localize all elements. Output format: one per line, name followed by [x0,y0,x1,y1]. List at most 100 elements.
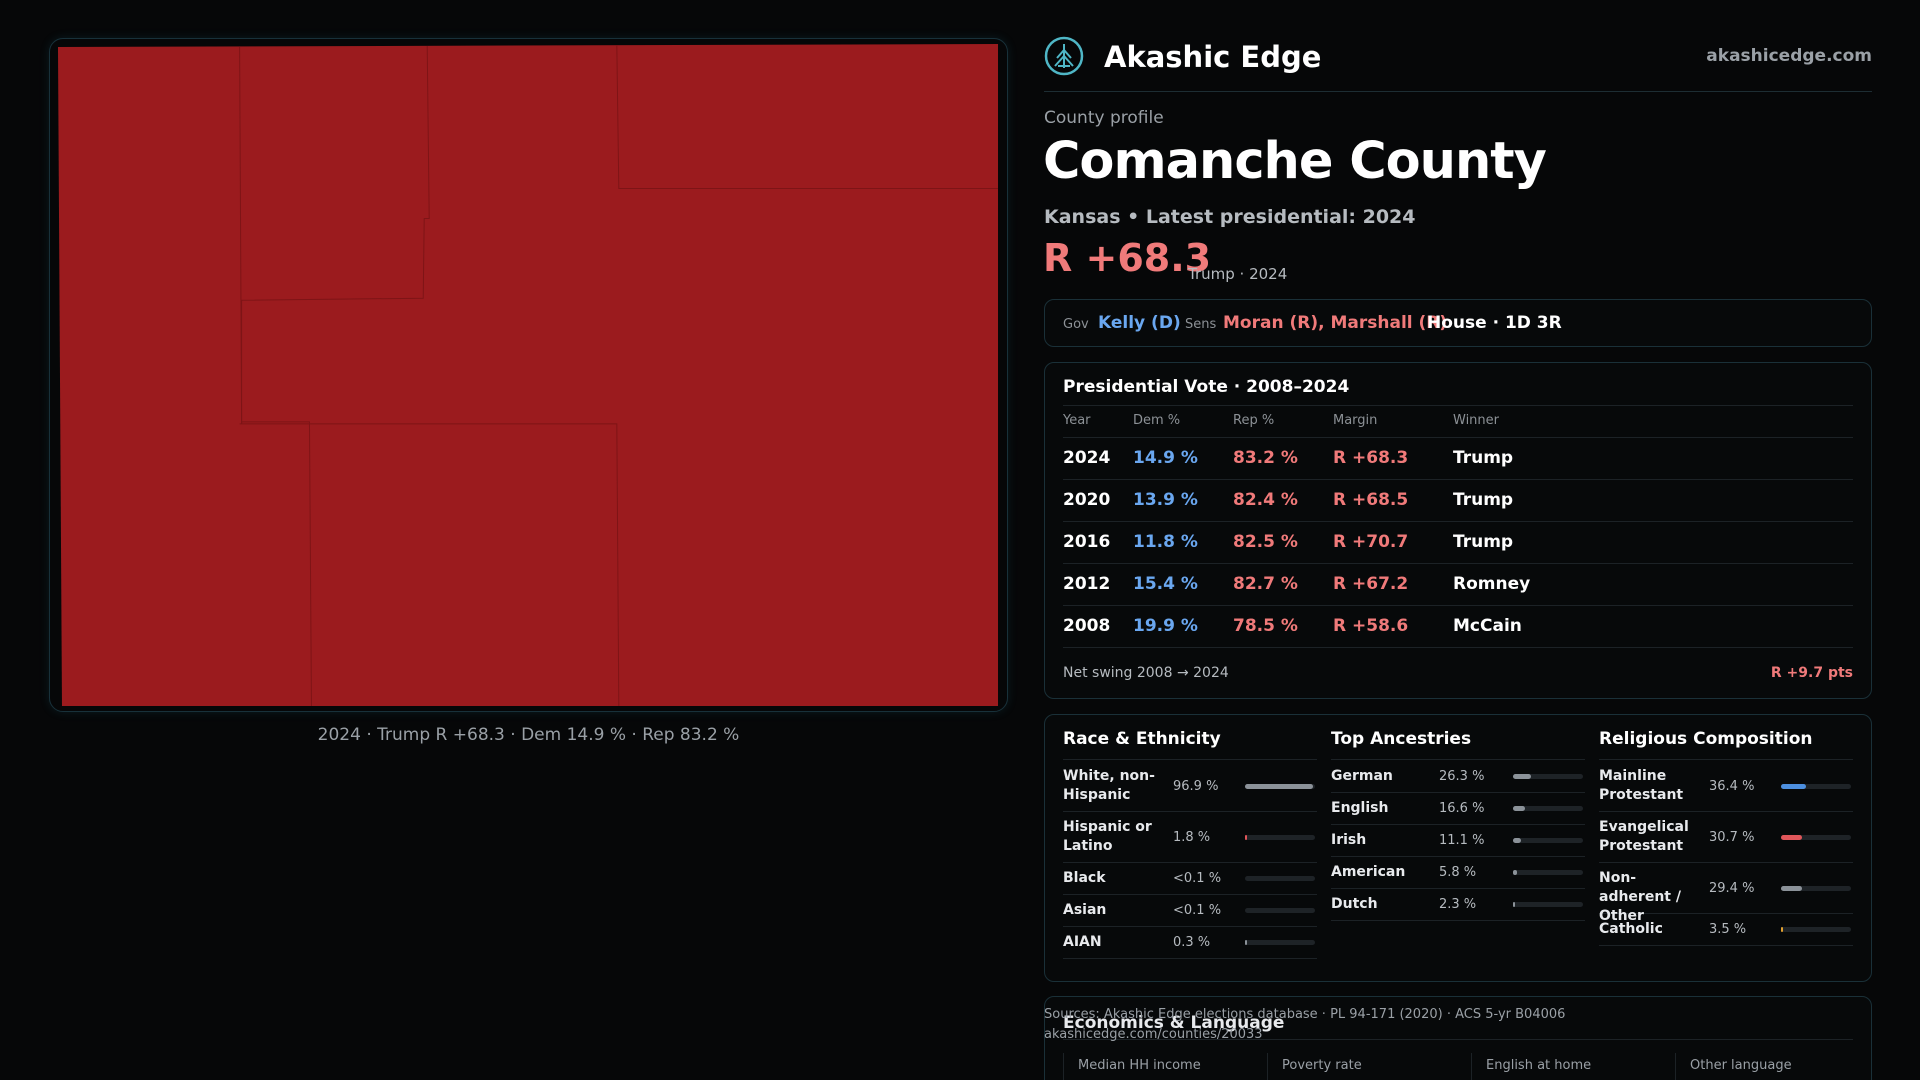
demographic-value: 3.5 % [1709,922,1747,937]
demographic-value: 26.3 % [1439,769,1485,784]
house-delegation: House · 1D 3R [1427,313,1562,333]
precinct-lines [239,44,999,707]
table-row: 2020 13.9 % 82.4 % R +68.5 Trump [1063,480,1853,522]
demographic-label: American [1331,864,1406,880]
median-income-cell: Median HH income [1063,1053,1267,1080]
demographic-row: German 26.3 % [1331,761,1585,793]
county-map[interactable] [49,38,1008,712]
col-header-winner: Winner [1453,413,1500,428]
other-language-label: Other language [1690,1058,1792,1073]
cell-winner: Trump [1453,448,1514,468]
demographic-row: White, non-Hispanic 96.9 % [1063,761,1317,812]
demographic-bar-fill [1781,885,1802,891]
cell-dem: 13.9 % [1133,490,1198,510]
sources-text: Sources: Akashic Edge elections database… [1044,1007,1566,1022]
ancestries-column: Top Ancestries German 26.3 % English 16.6 %… [1331,715,1585,981]
col-header-rep: Rep % [1233,413,1275,428]
demographics-card: Race & Ethnicity White, non-Hispanic 96.9… [1044,714,1872,982]
cell-year: 2008 [1063,616,1111,636]
demographic-bar-fill [1245,783,1313,789]
county-url-link[interactable]: akashicedge.com/counties/20033 [1044,1027,1263,1042]
tree-emblem-icon[interactable] [1044,36,1084,76]
demographic-label: German [1331,768,1393,784]
demographic-row: Hispanic or Latino 1.8 % [1063,812,1317,863]
demographic-label: English [1331,800,1389,816]
cell-margin: R +58.6 [1333,616,1409,636]
english-home-label: English at home [1486,1058,1592,1073]
cell-dem: 14.9 % [1133,448,1198,468]
latest-margin-note: Trump · 2024 [1188,265,1288,283]
demographic-row: AIAN 0.3 % [1063,927,1317,959]
demographic-bar-fill [1781,927,1783,932]
county-shape[interactable] [57,43,999,707]
demographic-bar-fill [1781,834,1802,840]
demographic-bar-track [1781,927,1851,932]
site-domain-link[interactable]: akashicedge.com [1706,46,1872,66]
cell-winner: McCain [1453,616,1522,636]
senators-value: Moran (R), Marshall (R) [1223,313,1448,333]
demographic-value: 29.4 % [1709,880,1755,896]
demographic-label: Catholic [1599,921,1663,937]
brand-name[interactable]: Akashic Edge [1104,40,1322,74]
economics-divider [1063,1039,1853,1040]
demographic-row: Asian <0.1 % [1063,895,1317,927]
demographic-value: 0.3 % [1173,935,1211,950]
economics-card: Economics & Language Median HH income Po… [1044,996,1872,1080]
cell-dem: 19.9 % [1133,616,1198,636]
demographic-row: Non-adherent / Other 29.4 % [1599,863,1853,924]
demographic-bar-track [1245,876,1315,881]
median-income-label: Median HH income [1078,1058,1201,1073]
col-header-dem: Dem % [1133,413,1181,428]
demographic-bar-fill [1513,806,1525,811]
cell-year: 2016 [1063,532,1111,552]
table-row: 2024 14.9 % 83.2 % R +68.3 Trump [1063,438,1853,480]
column-divider [1599,759,1853,760]
demographic-value: 30.7 % [1709,829,1755,845]
table-row: 2012 15.4 % 82.7 % R +67.2 Romney [1063,564,1853,606]
net-swing-value: R +9.7 pts [1770,665,1853,681]
demographic-label: White, non-Hispanic [1063,768,1155,803]
demographic-row: Dutch 2.3 % [1331,889,1585,921]
demographic-row: Black <0.1 % [1063,863,1317,895]
demographic-value: 1.8 % [1173,829,1211,845]
religion-column: Religious Composition Mainline Protestan… [1599,715,1853,981]
demographic-bar-track [1245,940,1315,945]
demographic-row: English 16.6 % [1331,793,1585,825]
demographic-label: Irish [1331,832,1367,848]
map-caption: 2024 · Trump R +68.3 · Dem 14.9 % · Rep … [317,725,740,745]
other-language-cell: Other language [1675,1053,1855,1080]
demographic-label: AIAN [1063,934,1102,950]
poverty-rate-label: Poverty rate [1282,1058,1362,1073]
demographic-bar-fill [1513,774,1531,779]
demographic-label: Evangelical Protestant [1599,819,1689,854]
demographic-label: Hispanic or Latino [1063,819,1152,854]
demographic-value: 96.9 % [1173,778,1219,794]
economics-title: Economics & Language [1063,1013,1285,1033]
cell-year: 2020 [1063,490,1111,510]
net-swing-label: Net swing 2008 → 2024 [1063,665,1229,681]
cell-rep: 82.4 % [1233,490,1298,510]
demographic-label: Non-adherent / Other [1599,870,1681,924]
table-divider [1063,405,1853,406]
english-home-cell: English at home [1471,1053,1675,1080]
demographic-bar-track [1513,774,1583,779]
cell-dem: 15.4 % [1133,574,1198,594]
demographic-label: Asian [1063,902,1107,918]
demographic-row: Catholic 3.5 % [1599,914,1853,946]
county-map-svg [57,43,999,707]
cell-rep: 82.5 % [1233,532,1298,552]
demographic-value: 5.8 % [1439,865,1477,880]
demographic-value: 11.1 % [1439,833,1485,848]
demographic-bar-track [1245,834,1315,840]
race-title: Race & Ethnicity [1063,729,1221,749]
site-header: Akashic Edge akashicedge.com [1044,36,1872,92]
demographic-bar-fill [1781,783,1806,789]
governor-value: Kelly (D) [1098,313,1181,333]
table-row: 2008 19.9 % 78.5 % R +58.6 McCain [1063,606,1853,648]
profile-eyebrow: County profile [1044,108,1164,128]
demographic-bar-track [1781,783,1851,789]
demographic-bar-track [1781,885,1851,891]
demographic-label: Mainline Protestant [1599,768,1684,803]
demographic-bar-track [1781,834,1851,840]
demographic-bar-track [1513,902,1583,907]
